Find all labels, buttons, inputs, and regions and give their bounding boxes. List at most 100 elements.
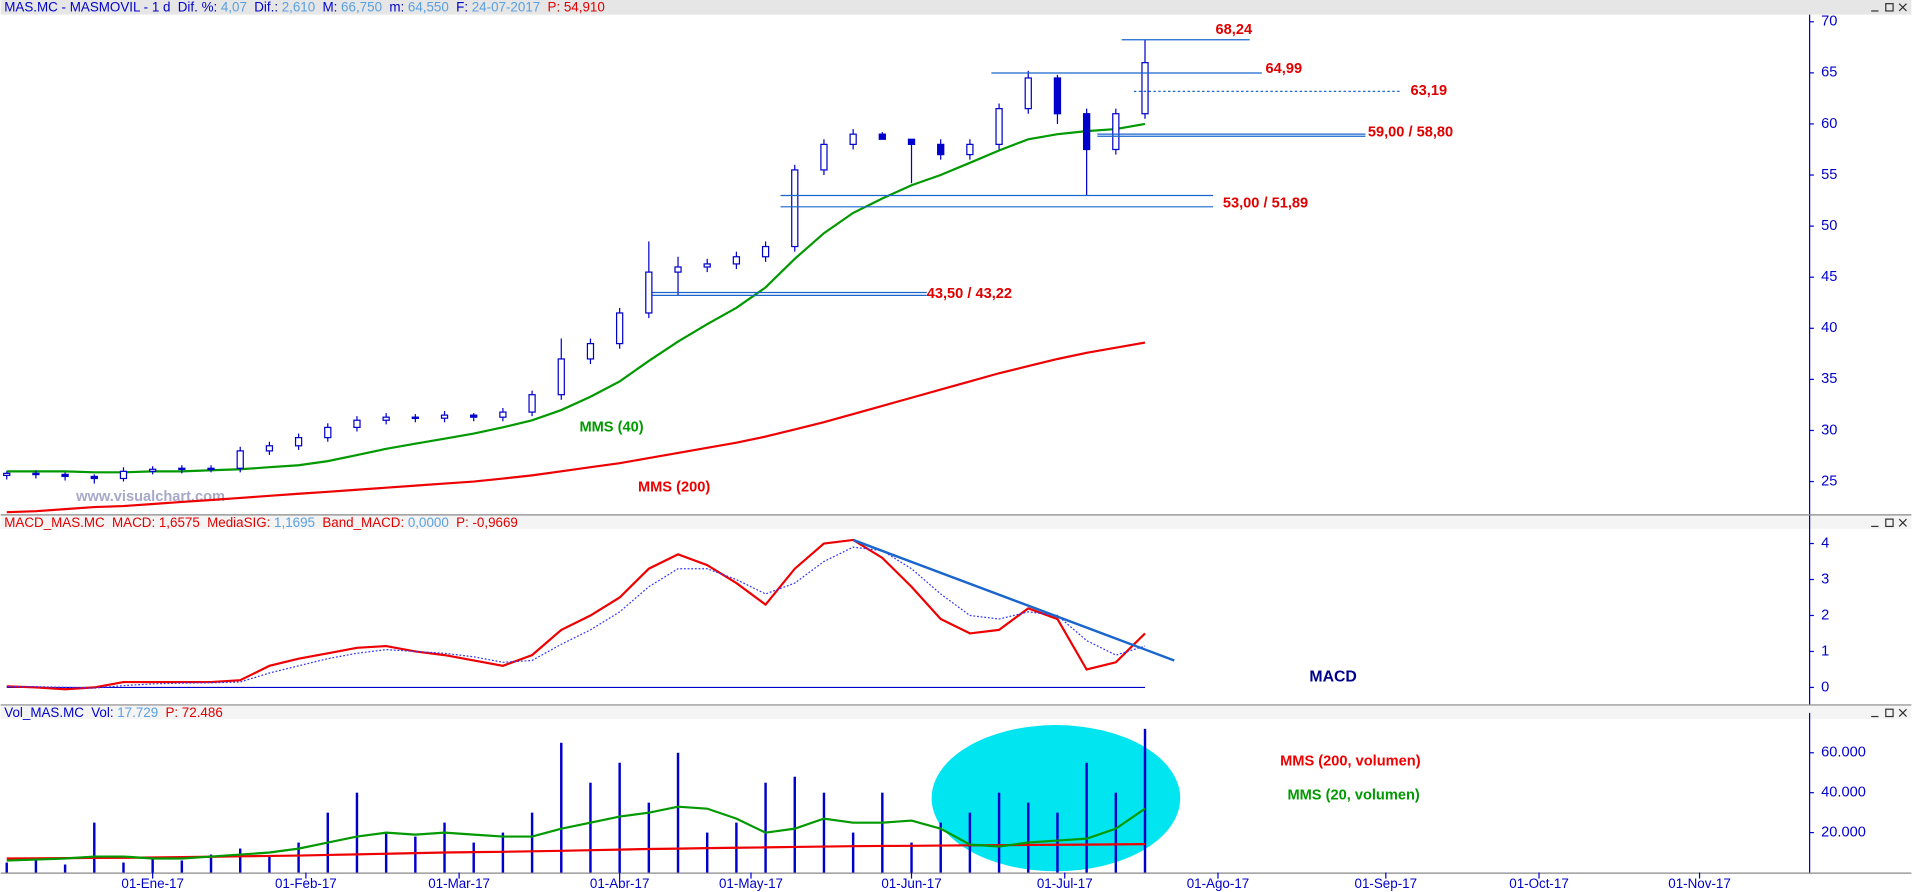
volume-bar [1085, 762, 1088, 873]
header-value: 66,750 [341, 0, 382, 14]
x-tick-label: 01-Oct-17 [1509, 876, 1569, 891]
candle-body [732, 256, 741, 265]
y-tick-label: 1 [1821, 643, 1829, 659]
candle-body [878, 133, 886, 140]
y-tick-label: 20.000 [1821, 824, 1866, 840]
header-label: Dif.: [254, 0, 278, 14]
candle-body [674, 266, 682, 273]
header-label: M: [323, 0, 338, 14]
series-label: MMS (200) [638, 479, 710, 495]
x-tick-label: 01-Jul-17 [1037, 876, 1093, 891]
header-name: MACD_MAS.MC [4, 514, 105, 529]
volume-bar [881, 792, 884, 873]
candle-body [557, 358, 565, 396]
header-name: Vol_MAS.MC [4, 704, 84, 719]
y-tick-label: 60.000 [1821, 745, 1866, 761]
y-tick-label: 50 [1821, 218, 1837, 234]
panel-label: MACD [1309, 669, 1356, 686]
level-label: 63,19 [1411, 83, 1448, 99]
candle-body [1024, 77, 1032, 110]
highlight-ellipse [931, 725, 1181, 872]
panel-header: MACD_MAS.MC MACD: 1,6575 MediaSIG: 1,1695 Ban… [4, 514, 518, 529]
watermark: www.visualchart.com [75, 489, 225, 505]
candle-body [791, 169, 799, 248]
candle-body [615, 312, 624, 345]
candle-body [703, 263, 711, 268]
volume-bar [530, 812, 534, 873]
y-tick-label: 55 [1821, 167, 1837, 183]
volume-bar [1143, 728, 1147, 873]
candle-body [761, 245, 770, 258]
candle-body [149, 468, 157, 472]
candle-body [294, 437, 303, 447]
x-tick-label: 01-Mar-17 [428, 876, 490, 891]
volume-bar [63, 864, 67, 873]
series-line [6, 546, 1146, 689]
header-label: MACD: [112, 514, 155, 529]
candle-body [586, 343, 595, 360]
y-tick-label: 40 [1821, 320, 1837, 336]
volume-bar [443, 822, 446, 873]
volume-bar [997, 792, 1001, 873]
candle-body [3, 472, 11, 477]
y-tick-label: 65 [1821, 65, 1837, 81]
volume-bar [384, 832, 388, 873]
series-line [6, 341, 1146, 514]
y-tick-label: 45 [1821, 269, 1837, 285]
header-value: 64,550 [408, 0, 449, 14]
candle-body [907, 138, 916, 145]
series-label: MMS (40) [579, 420, 643, 436]
header-label: m: [389, 0, 404, 14]
header-label: Dif. %: [178, 0, 217, 14]
header-label: MediaSIG: [207, 514, 270, 529]
y-tick-label: 4 [1821, 535, 1829, 551]
volume-bar [122, 862, 125, 873]
x-tick-label: 01-Feb-17 [275, 876, 337, 891]
y-tick-label: 60 [1821, 116, 1837, 132]
candle-body [119, 470, 128, 480]
y-tick-label: 25 [1821, 473, 1837, 489]
y-tick-label: 3 [1821, 571, 1829, 587]
volume-bar [239, 848, 242, 873]
header-label: Vol: [91, 704, 113, 719]
header-value: 0,0000 [408, 514, 449, 529]
level-label: 64,99 [1266, 61, 1303, 77]
y-tick-label: 2 [1821, 607, 1829, 623]
header-value: 1,1695 [274, 514, 315, 529]
header-bar [0, 515, 1912, 529]
header-name: MAS.MC - MASMOVIL - 1 d [4, 0, 170, 14]
header-value: 72.486 [182, 704, 223, 719]
x-tick-label: 01-Nov-17 [1668, 876, 1731, 891]
volume-bar [822, 792, 826, 873]
series-label: MMS (200, volumen) [1280, 753, 1421, 769]
header-label: P: [548, 0, 561, 14]
candle-body [645, 271, 653, 314]
volume-bar [560, 742, 563, 873]
candle-body [470, 414, 478, 418]
volume-bar [180, 860, 184, 873]
candle-body [1082, 113, 1091, 151]
volume-bar [676, 752, 680, 873]
x-tick-label: 01-Abr-17 [590, 876, 650, 891]
volume-bar [472, 842, 475, 873]
header-value: 4,07 [221, 0, 247, 14]
volume-bar [1027, 802, 1030, 873]
candle-body [382, 416, 390, 421]
header-bar [0, 705, 1912, 719]
candle-body [32, 472, 40, 476]
level-label: 68,24 [1216, 22, 1253, 38]
header-label: Band_MACD: [322, 514, 404, 529]
volume-bar [1114, 792, 1118, 873]
header-value: 17.729 [117, 704, 158, 719]
level-label: 53,00 / 51,89 [1223, 195, 1308, 211]
header-value: 1,6575 [159, 514, 200, 529]
candle-body [61, 473, 69, 478]
volume-bar [764, 782, 767, 873]
y-tick-label: 30 [1821, 422, 1837, 438]
volume-bar [268, 856, 271, 873]
candle-body [440, 414, 449, 419]
volume-bar [910, 842, 913, 873]
window-controls[interactable] [1871, 3, 1907, 718]
